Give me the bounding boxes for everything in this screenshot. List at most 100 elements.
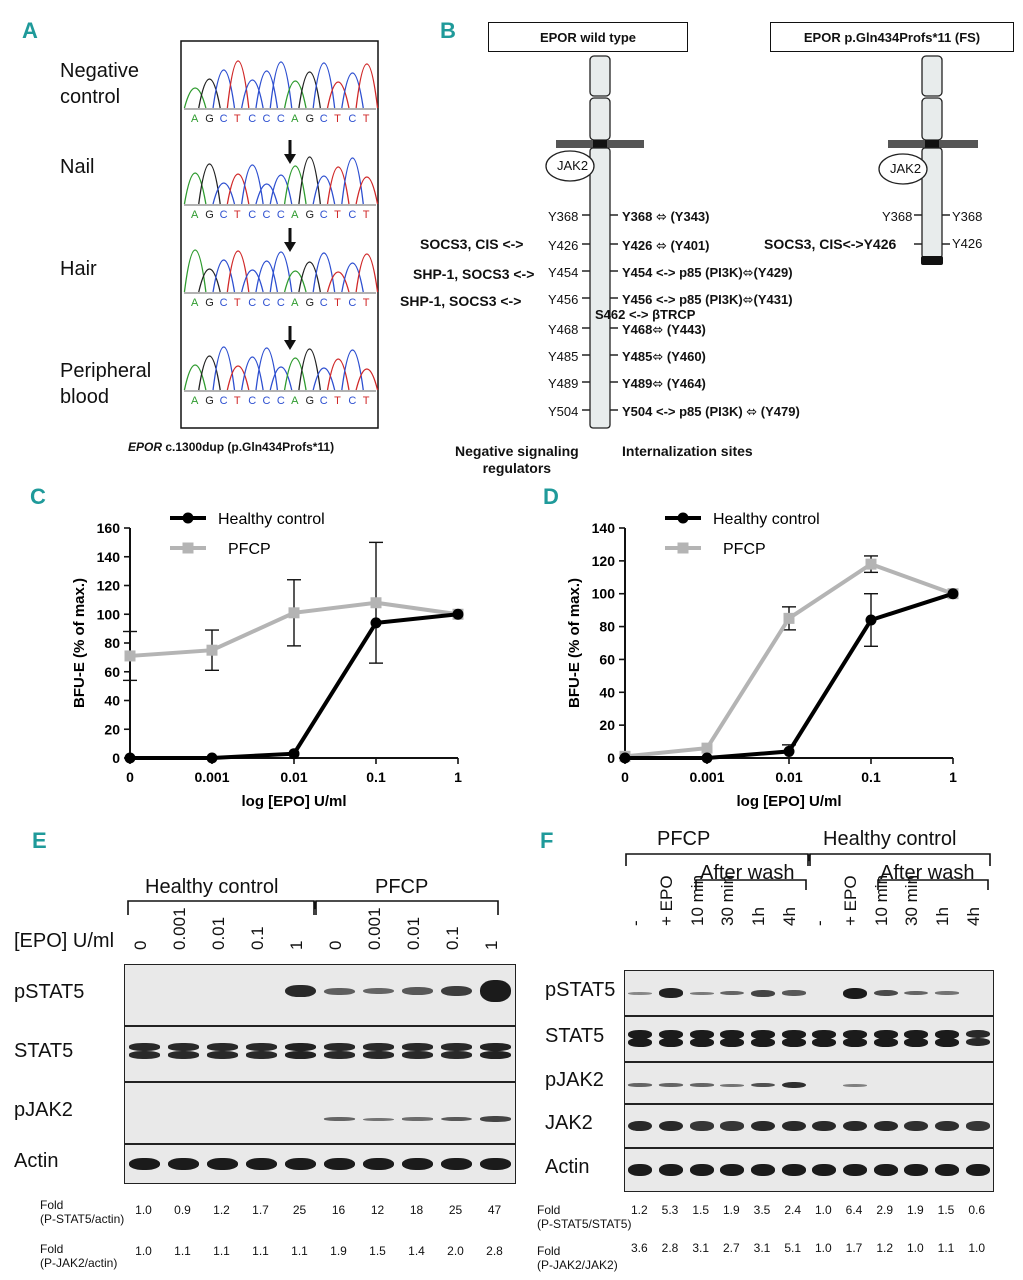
base-call: G xyxy=(205,297,214,309)
x-axis-label: log [EPO] U/ml xyxy=(737,793,842,810)
blot-row-label: Actin xyxy=(14,1150,59,1172)
chromatogram-panel: A G C T C C C A G C T C TA G C T C C C A G C T C TA G C T C C C A G C T C TA… xyxy=(180,40,379,429)
panel-label-c: C xyxy=(30,484,46,509)
lane-label: - xyxy=(810,920,830,926)
base-call: T xyxy=(363,395,370,407)
fold-value: 2.0 xyxy=(447,1244,464,1258)
y-axis-label: BFU-E (% of max.) xyxy=(71,578,88,708)
blot-band xyxy=(781,1037,806,1047)
lane-label: 1h xyxy=(933,907,952,926)
blot-band xyxy=(751,1120,775,1132)
panel-a-caption: EPOR c.1300dup (p.Gln434Profs*11) xyxy=(128,440,335,454)
blot-actin xyxy=(124,1144,516,1184)
base-call: T xyxy=(363,113,370,125)
fold-value: 1.0 xyxy=(814,1203,832,1217)
point-healthy xyxy=(452,608,464,620)
blot-band xyxy=(781,1029,806,1039)
lane-label: 10 min xyxy=(687,874,707,926)
base-call: C xyxy=(248,395,256,407)
lane-label: 0.01 xyxy=(403,916,423,950)
blot-band xyxy=(628,1037,653,1047)
point-pfcp xyxy=(701,742,713,754)
blot-jak2 xyxy=(624,1104,994,1148)
point-healthy xyxy=(124,752,136,764)
blot-band xyxy=(659,1164,683,1176)
base-call: C xyxy=(348,113,356,125)
legend-pfcp-marker xyxy=(677,542,689,554)
lane-label: 4h xyxy=(963,907,983,926)
blot-band xyxy=(480,1051,511,1059)
y-tick-label: 100 xyxy=(592,586,616,602)
fold-value: 1.1 xyxy=(291,1244,308,1258)
blot-band xyxy=(628,991,653,995)
blot-band xyxy=(324,1051,355,1059)
point-pfcp xyxy=(370,597,382,609)
blot-row-label: pSTAT5 xyxy=(14,981,85,1003)
blot-band xyxy=(628,1029,653,1039)
fold-value: 1.5 xyxy=(937,1203,955,1217)
blot-band xyxy=(129,1043,160,1051)
fold-value: 1.9 xyxy=(906,1203,924,1217)
point-pfcp xyxy=(865,558,877,570)
blot-band xyxy=(965,1029,990,1039)
point-healthy xyxy=(619,752,631,764)
wt-tyrosine-right: Y368 ⬄ (Y343) xyxy=(622,209,710,224)
e-group-pfcp: PFCP xyxy=(375,876,429,898)
e-group-healthy: Healthy control xyxy=(145,876,279,898)
base-call: C xyxy=(277,113,285,125)
receptor-diagram xyxy=(545,55,978,429)
blot-band xyxy=(324,1158,355,1170)
blot-band xyxy=(207,1051,238,1059)
base-call: T xyxy=(334,113,341,125)
blot-band xyxy=(873,1037,898,1047)
base-call: C xyxy=(277,297,285,309)
wt-tyrosine-left: Y368 xyxy=(548,209,579,224)
blot-band xyxy=(904,1164,929,1176)
fold-value: 1.5 xyxy=(692,1203,709,1217)
blot-band xyxy=(781,990,806,996)
epor-fs-title: EPOR p.Gln434Profs*11 (FS) xyxy=(770,22,1014,52)
blot-band xyxy=(659,1029,683,1039)
base-call: T xyxy=(334,395,341,407)
panel-label-f: F xyxy=(540,828,554,853)
blot-band xyxy=(843,1037,867,1047)
blot-pstat5 xyxy=(124,964,516,1026)
blot-band xyxy=(168,1043,199,1051)
point-pfcp xyxy=(288,607,300,619)
y-tick-label: 80 xyxy=(599,619,615,635)
x-tick-label: 0 xyxy=(621,769,629,785)
point-healthy xyxy=(701,752,713,764)
fs-y368-left: Y368 xyxy=(882,209,913,224)
blot-band xyxy=(324,987,355,995)
y-tick-label: 60 xyxy=(104,664,120,680)
fold-value: 1.0 xyxy=(814,1241,832,1255)
base-call: G xyxy=(205,395,214,407)
f-group-brackets xyxy=(625,853,991,890)
base-call: T xyxy=(234,297,241,309)
f-after-wash-healthy: After wash xyxy=(880,862,975,884)
lane-label: 0 xyxy=(325,940,345,950)
wt-tyrosine-left: Y485 xyxy=(548,349,579,364)
blot-band xyxy=(781,1081,806,1089)
f-group-healthy: Healthy control xyxy=(823,828,957,850)
chart-c: 0 20 40 60 80 100 120 140 160 0 0.001 0.01 0.1 1 log [… xyxy=(71,511,464,810)
blot-band xyxy=(659,1037,683,1047)
fold-value: 1.9 xyxy=(330,1244,347,1258)
fold-value: 1.0 xyxy=(135,1244,152,1258)
y-tick-label: 0 xyxy=(112,750,120,766)
y-tick-label: 40 xyxy=(599,684,615,700)
fold-value: 3.6 xyxy=(630,1241,648,1255)
blot-band xyxy=(402,987,433,995)
blot-band xyxy=(285,1051,316,1059)
blot-band xyxy=(843,1083,867,1087)
lane-label: 1 xyxy=(481,940,501,950)
base-call: C xyxy=(220,395,228,407)
blot-band xyxy=(480,1043,511,1051)
fold-value: 1.7 xyxy=(252,1203,269,1217)
blot-stat5 xyxy=(624,1016,994,1062)
wt-receptor xyxy=(545,55,644,429)
point-healthy xyxy=(370,617,382,629)
blot-band xyxy=(904,1120,929,1132)
lane-label: 10 min xyxy=(871,874,891,926)
